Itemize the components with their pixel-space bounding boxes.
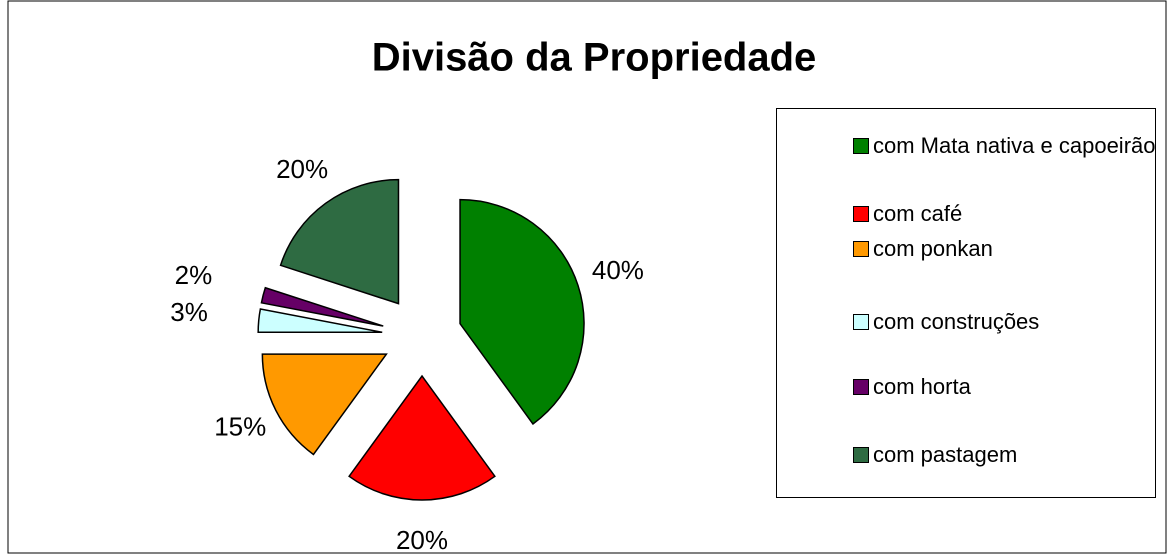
legend: com Mata nativa e capoeirão com café com p…	[776, 108, 1156, 498]
data-label: 20%	[396, 525, 448, 554]
legend-swatch	[853, 138, 869, 154]
data-label: 2%	[175, 260, 213, 290]
data-label: 40%	[592, 255, 644, 285]
legend-label: com horta	[873, 374, 971, 399]
legend-swatch	[853, 379, 869, 395]
legend-label: com Mata nativa e capoeirão	[873, 133, 1156, 158]
legend-swatch	[853, 314, 869, 330]
legend-label: com pastagem	[873, 442, 1018, 467]
legend-swatch	[853, 447, 869, 463]
pie-slice	[348, 374, 496, 501]
legend-entry: com pastagem	[853, 442, 1163, 468]
pie-slice	[257, 308, 383, 333]
pie-slice	[260, 286, 384, 327]
legend-entry: com construções	[853, 309, 1163, 335]
chart-title: Divisão da Propriedade	[372, 36, 817, 80]
pie-slice	[261, 353, 388, 456]
legend-label: com construções	[873, 309, 1040, 334]
data-label: 20%	[276, 154, 328, 184]
legend-entry: com Mata nativa e capoeirão	[853, 133, 1163, 159]
data-label: 15%	[214, 411, 266, 441]
legend-label: com café	[873, 201, 963, 226]
pie-slice	[279, 178, 400, 305]
legend-entry: com horta	[853, 374, 1163, 400]
legend-entry: com café	[853, 201, 1163, 227]
legend-swatch	[853, 206, 869, 222]
legend-entry: com ponkan	[853, 236, 1163, 262]
data-label: 3%	[170, 297, 208, 327]
pie-slice	[459, 198, 585, 426]
legend-swatch	[853, 241, 869, 257]
legend-label: com ponkan	[873, 236, 993, 261]
